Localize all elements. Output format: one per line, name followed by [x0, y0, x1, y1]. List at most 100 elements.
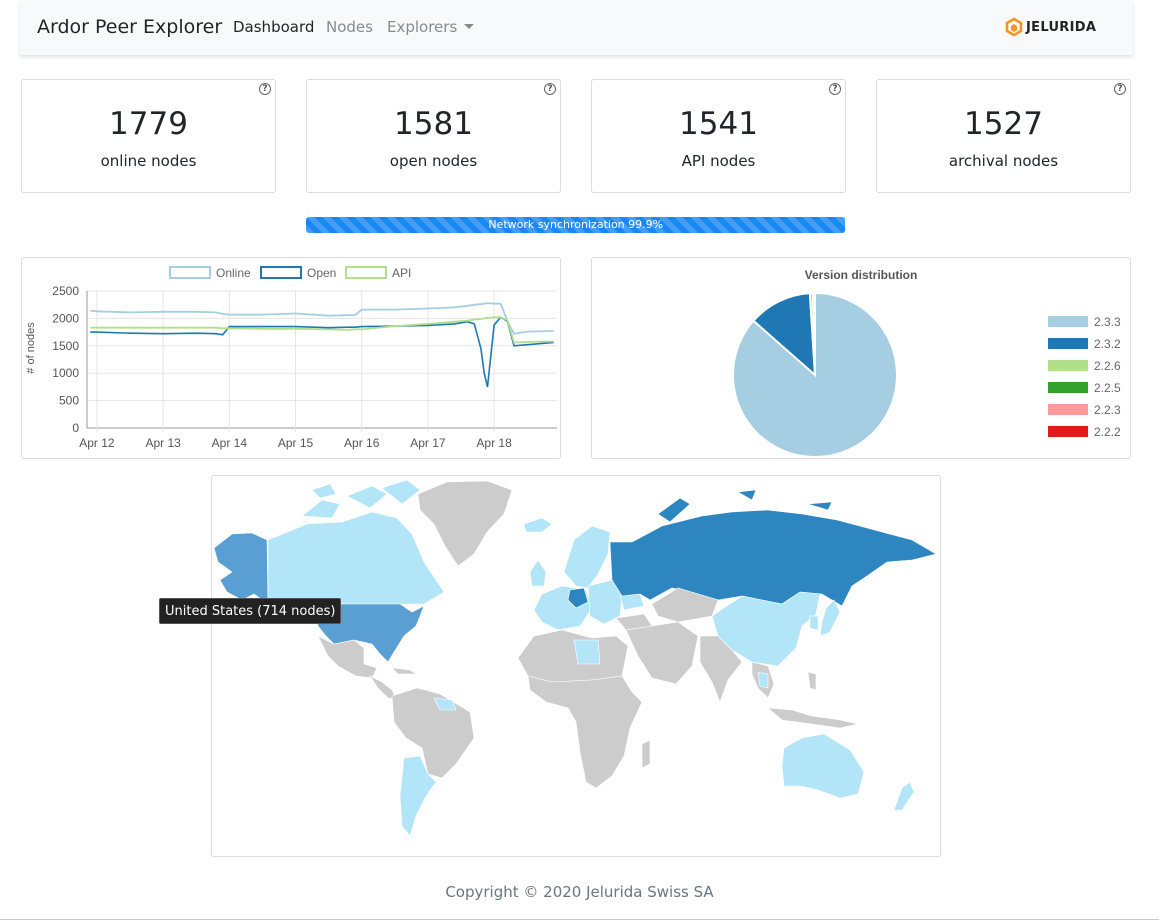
country-uk[interactable] [529, 559, 547, 587]
nodes-line-chart-card: Online Open API 2500 2000 1500 1000 500 0 Apr 12… [21, 257, 561, 459]
legend-swatch-online [169, 266, 211, 279]
stat-value: 1541 [679, 106, 758, 142]
x-tick-label: Apr 13 [145, 436, 181, 450]
country-madagascar[interactable] [641, 739, 651, 769]
y-tick-label: 500 [59, 394, 79, 408]
stat-label: API nodes [681, 152, 756, 170]
pie-slice-2-2-2 [813, 291, 816, 376]
legend-label-open: Open [307, 266, 336, 280]
country-australia[interactable] [781, 733, 865, 799]
y-axis-label: # of nodes [25, 322, 37, 374]
x-tick-label: Apr 16 [344, 436, 380, 450]
pie-legend-label: 2.3.2 [1094, 337, 1121, 351]
help-icon[interactable]: ? [829, 83, 841, 95]
footer-divider [0, 919, 1159, 920]
caret-down-icon [464, 24, 475, 29]
country-china[interactable] [711, 591, 821, 667]
region-canada-arctic[interactable] [301, 479, 421, 519]
country-russia[interactable] [609, 509, 937, 607]
country-greenland[interactable] [417, 480, 513, 567]
country-mexico[interactable] [317, 635, 378, 679]
stat-card-archival: ? 1527 archival nodes [876, 79, 1131, 193]
country-iceland[interactable] [523, 517, 553, 533]
country-new-zealand[interactable] [893, 781, 915, 811]
pie-legend-swatch [1048, 404, 1088, 415]
version-pie-card: Version distribution 2.3.3 2.3.2 2.2.6 2.2.… [591, 257, 1131, 459]
region-middle-east[interactable] [625, 621, 699, 685]
jelurida-logo[interactable]: JELURIDA [1004, 17, 1114, 39]
stat-value: 1581 [394, 106, 473, 142]
country-thailand-vietnam[interactable] [757, 671, 769, 689]
pie-legend-label: 2.3.3 [1094, 315, 1121, 329]
region-north-africa[interactable] [517, 629, 629, 683]
y-tick-label: 1500 [52, 339, 79, 353]
country-germany[interactable] [567, 587, 589, 609]
nav-dropdown-explorers-label: Explorers [387, 18, 458, 36]
pie-legend-label: 2.2.5 [1094, 381, 1121, 395]
region-indonesia[interactable] [767, 707, 859, 729]
stat-card-online: ? 1779 online nodes [21, 79, 276, 193]
x-tick-label: Apr 12 [79, 436, 115, 450]
country-philippines[interactable] [807, 671, 817, 691]
pie-slices [731, 291, 898, 458]
series-line-open [90, 316, 554, 388]
navbar: Ardor Peer Explorer Dashboard Nodes Expl… [20, 0, 1133, 55]
series-line-online [90, 302, 554, 335]
stat-label: archival nodes [948, 152, 1059, 170]
nav-link-dashboard[interactable]: Dashboard [233, 18, 315, 36]
nav-link-nodes[interactable]: Nodes [326, 18, 373, 36]
country-korea[interactable] [809, 615, 819, 631]
series-line-api [90, 316, 554, 344]
region-russia-arctic[interactable] [657, 489, 833, 523]
legend-label-api: API [392, 266, 411, 280]
pie-slice-2-3-2 [752, 292, 817, 378]
legend-swatch-open [260, 266, 302, 279]
country-venezuela[interactable] [433, 697, 457, 711]
country-usa[interactable] [313, 603, 425, 663]
pie-legend-label: 2.2.2 [1094, 425, 1121, 439]
country-argentina-chile[interactable] [399, 755, 437, 837]
stat-label: open nodes [389, 152, 478, 170]
stat-label: online nodes [100, 152, 197, 170]
country-alaska[interactable] [213, 532, 269, 605]
help-icon[interactable]: ? [259, 83, 271, 95]
pie-legend-label: 2.2.6 [1094, 359, 1121, 373]
sync-progress: Network synchronization 99.9% [306, 217, 846, 233]
pie-legend-swatch [1048, 426, 1088, 437]
stat-card-api: ? 1541 API nodes [591, 79, 846, 193]
country-india[interactable] [699, 635, 743, 703]
y-tick-label: 1000 [52, 366, 79, 380]
line-chart-series [90, 302, 554, 388]
stat-value: 1527 [964, 106, 1043, 142]
world-map [213, 479, 937, 837]
pie-legend-swatch [1048, 360, 1088, 371]
region-central-america[interactable] [369, 675, 397, 699]
map-tooltip: United States (714 nodes) [159, 598, 342, 624]
x-tick-label: Apr 17 [410, 436, 446, 450]
pie-title: Version distribution [805, 268, 918, 282]
pie-legend-swatch [1048, 316, 1088, 327]
region-sub-saharan-africa[interactable] [527, 675, 643, 789]
world-map-card [211, 475, 941, 857]
region-scandinavia[interactable] [563, 525, 611, 589]
jelurida-logo-icon [1005, 17, 1023, 37]
country-canada[interactable] [267, 511, 445, 605]
country-brazil[interactable] [391, 687, 475, 779]
pie-legend: 2.3.3 2.3.2 2.2.6 2.2.5 2.2.3 2.2.2 [1048, 315, 1121, 439]
legend-swatch-api [345, 266, 387, 279]
help-icon[interactable]: ? [544, 83, 556, 95]
logo-text: JELURIDA [1026, 20, 1097, 35]
y-tick-label: 2000 [52, 311, 79, 325]
footer-copyright: Copyright © 2020 Jelurida Swiss SA [445, 883, 714, 901]
line-chart-legend: Online Open API [169, 266, 411, 280]
version-pie-chart: Version distribution 2.3.3 2.3.2 2.2.6 2.2.… [731, 268, 1121, 458]
brand-title[interactable]: Ardor Peer Explorer [37, 16, 223, 38]
country-ukraine[interactable] [619, 593, 645, 611]
help-icon[interactable]: ? [1114, 83, 1126, 95]
region-caribbean[interactable] [391, 667, 417, 675]
country-libya[interactable] [573, 639, 601, 665]
country-japan[interactable] [819, 599, 841, 637]
nav-dropdown-explorers[interactable]: Explorers [387, 18, 475, 36]
